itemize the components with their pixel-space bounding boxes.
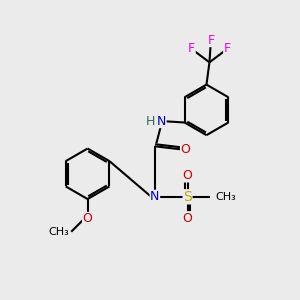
- Text: F: F: [188, 42, 195, 56]
- Text: O: O: [181, 143, 190, 156]
- Text: O: O: [183, 212, 193, 225]
- Text: N: N: [150, 190, 160, 203]
- Text: H: H: [146, 115, 155, 128]
- Text: O: O: [82, 212, 92, 226]
- Text: S: S: [183, 190, 192, 204]
- Text: O: O: [183, 169, 193, 182]
- Text: N: N: [157, 115, 166, 128]
- Text: F: F: [224, 42, 231, 56]
- Text: CH₃: CH₃: [216, 192, 237, 202]
- Text: F: F: [207, 34, 214, 46]
- Text: CH₃: CH₃: [48, 227, 69, 237]
